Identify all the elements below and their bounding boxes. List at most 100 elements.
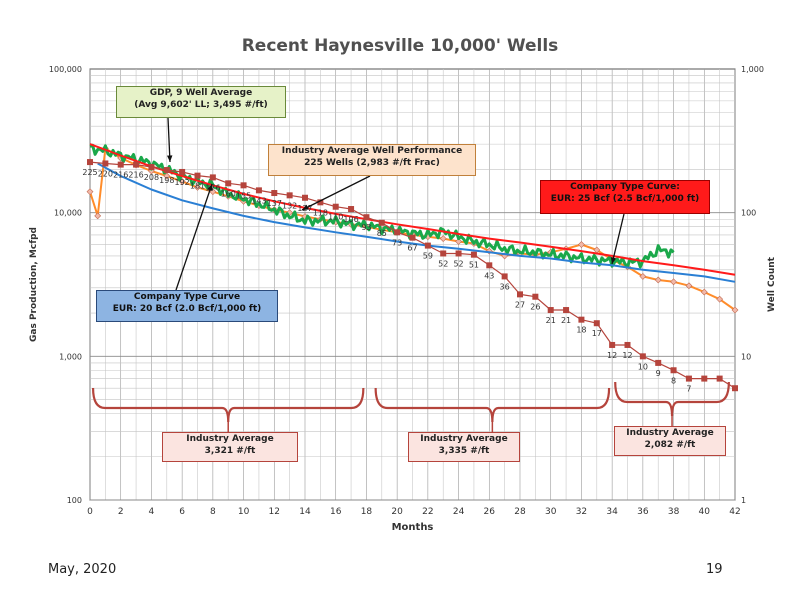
well-count-point — [286, 192, 293, 199]
x-tick-label: 20 — [391, 507, 403, 517]
well-count-label: 27 — [515, 300, 525, 309]
annotation-pointers — [166, 117, 625, 291]
well-count-label: 9 — [656, 369, 661, 378]
well-count-point — [148, 163, 155, 170]
well-count-point — [179, 168, 186, 175]
industry-avg-3-line2: 2,082 #/ft — [644, 440, 696, 450]
well-count-point — [225, 180, 232, 187]
pointer-arrowhead — [207, 184, 213, 191]
x-tick-label: 0 — [87, 507, 93, 517]
x-axis-label: Months — [392, 522, 434, 533]
industry-average-point — [86, 188, 94, 196]
pointer-arrowhead — [166, 155, 173, 162]
well-count-label: 10 — [638, 362, 648, 371]
well-count-point — [593, 320, 600, 327]
well-count-point — [424, 242, 431, 249]
industry-avg-1-line2: 3,321 #/ft — [204, 446, 256, 456]
y2-tick-label: 10 — [741, 352, 751, 361]
x-tick-label: 8 — [210, 507, 216, 517]
industry-average-point — [194, 183, 201, 191]
well-count-point — [501, 273, 508, 280]
well-count-point — [363, 214, 370, 221]
x-tick-label: 40 — [699, 507, 711, 517]
x-tick-label: 22 — [422, 507, 433, 517]
well-count-point — [194, 172, 201, 179]
well-count-label: 36 — [500, 282, 510, 291]
type-curve-25-line — [89, 143, 736, 276]
well-count-label: 51 — [469, 261, 479, 270]
well-count-label: 198 — [159, 176, 174, 185]
well-count-label: 118 — [313, 208, 328, 217]
industry-average-point — [209, 188, 217, 196]
x-tick-label: 38 — [668, 507, 680, 517]
well-count-label: 132 — [282, 201, 297, 210]
pointer-line — [175, 183, 213, 291]
x-tick-label: 12 — [269, 507, 280, 517]
pointer-arrowhead — [610, 257, 617, 264]
well-count-label: 106 — [343, 215, 358, 224]
gdp-annotation-line1: GDP, 9 Well Average — [149, 88, 253, 98]
x-tick-label: 42 — [729, 507, 740, 517]
y2-axis-label: Well Count — [767, 256, 777, 312]
well-count-label: 52 — [438, 259, 448, 268]
pointer-line — [301, 175, 371, 211]
x-tick-label: 26 — [484, 507, 496, 517]
y-axis-label: Gas Production, Mcfpd — [29, 227, 39, 342]
industry-avg-2-annotation: Industry Average 3,335 #/ft — [408, 432, 520, 462]
industry-avg-2-line2: 3,335 #/ft — [438, 446, 490, 456]
y-tick-label: 10,000 — [54, 209, 82, 218]
industry-avg-1-line1: Industry Average — [186, 434, 274, 444]
type-curve-20-line — [97, 162, 736, 283]
well-count-point — [547, 307, 554, 314]
well-count-label: 137 — [267, 199, 282, 208]
well-count-point — [470, 251, 477, 258]
y2-tick-label: 100 — [741, 209, 756, 218]
industry-average-point — [670, 278, 677, 286]
well-count-label: 7 — [686, 385, 691, 394]
industry-average-point — [685, 282, 693, 290]
well-count-label: 225 — [82, 168, 97, 177]
x-tick-label: 2 — [118, 507, 124, 517]
industry-annotation-line1: Industry Average Well Performance — [281, 146, 463, 156]
x-tick-label: 30 — [545, 507, 557, 517]
well-count-point — [317, 199, 324, 206]
industry-average-point — [455, 238, 462, 245]
well-count-label: 12 — [622, 351, 632, 360]
y2-tick-label: 1,000 — [741, 65, 764, 74]
well-count-label: 85 — [377, 229, 387, 238]
well-count-point — [624, 341, 631, 348]
well-count-point — [332, 203, 339, 210]
well-count-point — [255, 187, 262, 194]
well-count-label: 216 — [113, 171, 128, 180]
industry-average-point — [94, 212, 102, 220]
industry-average-point — [700, 288, 708, 296]
well-count-point — [670, 367, 677, 374]
x-tick-label: 32 — [576, 507, 587, 517]
x-tick-label: 10 — [238, 507, 250, 517]
pointer-arrowhead — [302, 204, 309, 210]
y-tick-label: 100 — [67, 496, 82, 505]
x-tick-label: 34 — [606, 507, 618, 517]
well-count-point — [348, 206, 355, 213]
well-count-label: 21 — [561, 316, 571, 325]
x-tick-label: 16 — [330, 507, 342, 517]
chart-axes: 0 2 4 6 8 10 12 14 16 18 20 22 24 26 28 30 32 34 36 38 40 421… — [29, 65, 777, 533]
well-count-point — [639, 353, 646, 360]
well-count-point — [302, 194, 308, 201]
well-count-point — [409, 234, 416, 241]
x-tick-label: 36 — [637, 507, 649, 517]
industry-average-point — [731, 306, 739, 314]
tc25-annotation-line1: Company Type Curve: — [570, 182, 680, 192]
well-count-point — [701, 375, 708, 382]
well-count-label: 67 — [407, 244, 417, 253]
well-count-point — [655, 359, 662, 366]
industry-average-point — [163, 172, 171, 180]
tc25-annotation: Company Type Curve: EUR: 25 Bcf (2.5 Bcf… — [540, 180, 710, 214]
y2-tick-label: 1 — [741, 496, 746, 505]
tc20-annotation: Company Type Curve EUR: 20 Bcf (2.0 Bcf/… — [96, 290, 278, 322]
y-tick-label: 100,000 — [49, 65, 82, 74]
well-count-point — [440, 250, 447, 257]
pointer-line — [167, 117, 171, 163]
well-count-label: 73 — [392, 238, 402, 247]
